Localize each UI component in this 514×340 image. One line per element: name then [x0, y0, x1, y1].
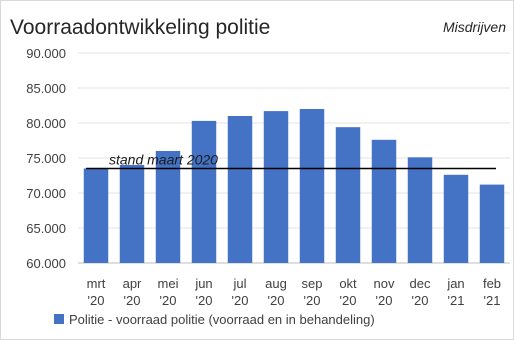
x-tick-label-month: jan [446, 276, 464, 291]
x-tick-label-year: '20 [340, 293, 357, 308]
x-tick-label-year: '20 [124, 293, 141, 308]
x-tick-label-month: feb [483, 276, 501, 291]
bar [407, 157, 433, 263]
bar [119, 165, 145, 263]
chart-title: Voorraadontwikkeling politie [10, 16, 270, 39]
x-tick-label-year: '20 [376, 293, 393, 308]
y-tick-label: 85.000 [26, 81, 66, 96]
x-tick-label-month: sep [302, 276, 323, 291]
x-tick-label-month: nov [374, 276, 395, 291]
reference-line-label: stand maart 2020 [109, 152, 218, 168]
x-tick-label-month: mrt [87, 276, 106, 291]
y-tick-label: 75.000 [26, 151, 66, 166]
legend-swatch [54, 314, 64, 324]
x-tick-label-year: '21 [484, 293, 501, 308]
x-tick-label-year: '20 [304, 293, 321, 308]
bar [443, 174, 469, 263]
y-axis-tick-labels: 60.000 65.000 70.000 75.000 80.000 85.000 90.0… [26, 46, 66, 271]
x-tick-label-month: mei [158, 276, 179, 291]
y-tick-label: 90.000 [26, 46, 66, 61]
y-tick-label: 65.000 [26, 221, 66, 236]
x-tick-label-year: '20 [232, 293, 249, 308]
x-tick-label-month: apr [123, 276, 142, 291]
x-tick-label-year: '20 [196, 293, 213, 308]
x-axis-category-labels: mrt '20 apr '20 mei '20 jun '20 jul '20 aug '20 sep '… [87, 276, 501, 308]
bar [263, 111, 289, 263]
legend-label: Politie - voorraad politie (voorraad en … [69, 312, 375, 327]
x-tick-label-year: '20 [160, 293, 177, 308]
y-tick-label: 70.000 [26, 186, 66, 201]
chart-subtitle: Misdrijven [443, 19, 506, 35]
x-tick-label-month: dec [410, 276, 431, 291]
bars [83, 109, 505, 264]
legend: Politie - voorraad politie (voorraad en … [54, 312, 375, 327]
x-tick-label-year: '20 [88, 293, 105, 308]
x-tick-label-month: jun [194, 276, 212, 291]
gridlines [78, 52, 510, 264]
bar [479, 184, 505, 263]
bar [371, 139, 397, 263]
x-tick-label-month: aug [265, 276, 287, 291]
bar [83, 168, 109, 263]
x-tick-label-month: okt [339, 276, 357, 291]
x-tick-label-month: jul [232, 276, 246, 291]
x-tick-label-year: '21 [448, 293, 465, 308]
y-tick-label: 80.000 [26, 116, 66, 131]
bar [227, 116, 253, 263]
bar [335, 127, 361, 263]
bar [155, 151, 181, 263]
x-tick-label-year: '20 [268, 293, 285, 308]
bar [299, 109, 325, 263]
x-tick-label-year: '20 [412, 293, 429, 308]
bar [191, 120, 217, 264]
y-tick-label: 60.000 [26, 256, 66, 271]
